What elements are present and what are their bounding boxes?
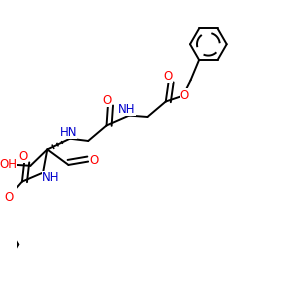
Text: OH: OH xyxy=(0,158,17,171)
Text: O: O xyxy=(89,154,98,167)
Text: HN: HN xyxy=(60,126,77,139)
Text: O: O xyxy=(103,94,112,106)
Text: NH: NH xyxy=(42,171,60,184)
Text: O: O xyxy=(180,88,189,101)
Text: O: O xyxy=(164,70,173,83)
Text: NH: NH xyxy=(118,103,136,116)
Text: O: O xyxy=(4,191,14,204)
Text: O: O xyxy=(19,150,28,163)
